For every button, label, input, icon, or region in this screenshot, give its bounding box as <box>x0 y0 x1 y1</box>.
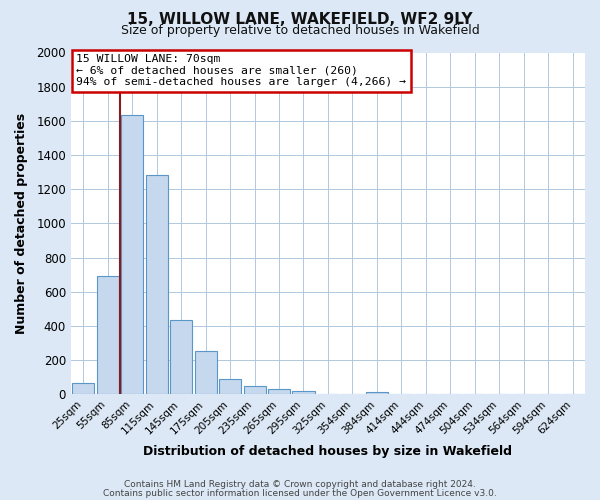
Bar <box>194 351 217 395</box>
Text: 15, WILLOW LANE, WAKEFIELD, WF2 9LY: 15, WILLOW LANE, WAKEFIELD, WF2 9LY <box>127 12 473 28</box>
Bar <box>366 392 388 394</box>
Bar <box>146 174 167 394</box>
Bar <box>268 390 290 394</box>
Bar <box>170 320 192 394</box>
Bar <box>72 384 94 394</box>
Bar <box>219 380 241 394</box>
Text: Size of property relative to detached houses in Wakefield: Size of property relative to detached ho… <box>121 24 479 37</box>
Y-axis label: Number of detached properties: Number of detached properties <box>15 113 28 334</box>
X-axis label: Distribution of detached houses by size in Wakefield: Distribution of detached houses by size … <box>143 444 512 458</box>
Text: Contains HM Land Registry data © Crown copyright and database right 2024.: Contains HM Land Registry data © Crown c… <box>124 480 476 489</box>
Bar <box>97 276 119 394</box>
Bar <box>244 386 266 394</box>
Bar <box>121 115 143 394</box>
Text: 15 WILLOW LANE: 70sqm
← 6% of detached houses are smaller (260)
94% of semi-deta: 15 WILLOW LANE: 70sqm ← 6% of detached h… <box>76 54 406 88</box>
Text: Contains public sector information licensed under the Open Government Licence v3: Contains public sector information licen… <box>103 488 497 498</box>
Bar <box>292 391 314 394</box>
